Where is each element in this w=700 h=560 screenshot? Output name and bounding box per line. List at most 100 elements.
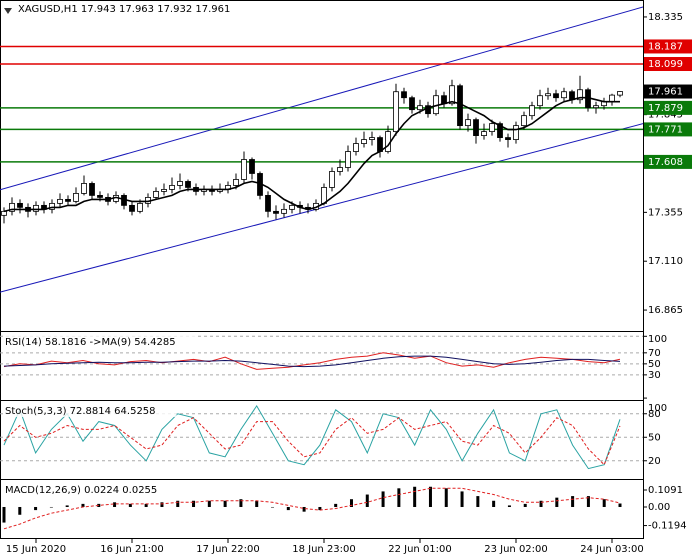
candle-body — [393, 91, 399, 133]
candle-body — [17, 202, 23, 208]
candle-body — [505, 137, 511, 140]
candle-body — [521, 115, 527, 127]
x-tick-label: 22 Jun 01:00 — [388, 544, 452, 555]
candle-body — [185, 181, 191, 188]
histogram-bar — [428, 486, 432, 507]
histogram-bar — [286, 506, 290, 511]
candle-body — [241, 159, 247, 180]
candle-body — [553, 93, 559, 99]
y-tick-label: 70 — [648, 348, 661, 359]
candle-body — [289, 204, 295, 210]
candle-body — [249, 159, 255, 174]
y-tick-label: 50 — [648, 432, 661, 443]
candle-body — [233, 179, 239, 186]
x-tick-label: 18 Jun 23:00 — [292, 544, 356, 555]
candle-body — [169, 185, 175, 190]
candle-body — [489, 123, 495, 133]
panel-title: MACD(12,26,9) 0.0224 0.0255 — [5, 485, 157, 496]
candle-body — [161, 189, 167, 192]
y-tick-label: 80 — [648, 409, 661, 420]
level-label-box — [644, 57, 692, 72]
candle-body — [321, 187, 327, 204]
level-label: 17.879 — [648, 103, 683, 114]
histogram-bar — [81, 503, 85, 507]
y-tick-label: 0.00 — [648, 502, 670, 513]
candle-body — [457, 85, 463, 127]
candle-body — [33, 204, 39, 212]
histogram-bar — [523, 503, 527, 507]
candle-body — [409, 97, 415, 111]
y-tick-label: 18.335 — [648, 12, 683, 23]
indicator-line — [3, 487, 621, 530]
histogram-bar — [128, 503, 132, 507]
histogram-bar — [476, 496, 480, 507]
y-tick-label: 17.355 — [648, 207, 683, 218]
level-label: 17.608 — [648, 157, 683, 168]
y-tick-label: 16.865 — [648, 305, 683, 316]
histogram-bar — [381, 491, 385, 507]
panel — [0, 404, 643, 470]
histogram-bar — [223, 500, 227, 507]
panel-title: Stoch(5,3,3) 72.8814 64.5258 — [5, 406, 156, 417]
histogram-bar — [192, 500, 196, 507]
channel-line — [0, 123, 643, 293]
candle-body — [593, 105, 599, 109]
frame — [0, 0, 644, 539]
price-label-box — [644, 84, 692, 99]
candle-body — [1, 210, 7, 216]
candle-body — [177, 181, 183, 186]
candle-body — [153, 191, 159, 198]
histogram-bar — [571, 496, 575, 507]
y-tick-label: 17.845 — [648, 110, 683, 121]
candle-body — [465, 119, 471, 127]
panel-title: RSI(14) 58.1816 ->MA(9) 54.4285 — [5, 337, 176, 348]
candle-body — [529, 105, 535, 117]
histogram-bar — [113, 502, 117, 507]
y-tick-label: 0.1091 — [648, 485, 683, 496]
level-label-box — [644, 122, 692, 137]
candle-body — [329, 171, 335, 188]
histogram-bar — [144, 503, 148, 507]
level-label-box — [644, 39, 692, 54]
candle-body — [577, 89, 583, 101]
title-bg — [3, 483, 171, 496]
candle-body — [9, 202, 15, 212]
histogram-bar — [586, 496, 590, 507]
histogram-bar — [65, 505, 69, 507]
histogram-bar — [49, 506, 53, 508]
channel-line — [0, 6, 643, 191]
histogram-bar — [302, 506, 306, 512]
histogram-bar — [34, 506, 38, 511]
level-label-box — [644, 154, 692, 169]
candle-body — [137, 202, 143, 212]
level-label: 17.771 — [648, 124, 683, 135]
x-tick-label: 15 Jun 2020 — [6, 544, 66, 555]
candle-body — [497, 123, 503, 138]
candle-body — [353, 143, 359, 152]
candle-body — [561, 91, 567, 99]
histogram-bar — [207, 500, 211, 507]
histogram-bar — [271, 506, 275, 508]
panel — [0, 335, 643, 376]
x-tick-label: 23 Jun 02:00 — [484, 544, 548, 555]
candle-body — [49, 202, 55, 210]
histogram-bar — [176, 500, 180, 507]
candle-body — [537, 95, 543, 107]
candle-body — [65, 198, 71, 202]
histogram-bar — [413, 486, 417, 507]
histogram-bar — [349, 499, 353, 507]
histogram-bar — [239, 499, 243, 507]
indicator-line — [3, 417, 621, 466]
level-label: 18.187 — [648, 41, 683, 52]
title-bg — [3, 404, 177, 417]
histogram-bar — [2, 506, 6, 523]
indicator-line — [3, 355, 621, 368]
x-tick-label: 17 Jun 22:00 — [196, 544, 260, 555]
panel-title: XAGUSD,H1 17.943 17.963 17.932 17.961 — [18, 4, 230, 15]
y-tick-label: -0.1194 — [648, 521, 687, 532]
histogram-bar — [318, 506, 322, 511]
candle-body — [345, 151, 351, 168]
candle-body — [449, 85, 455, 105]
symbol-icon — [4, 8, 12, 14]
